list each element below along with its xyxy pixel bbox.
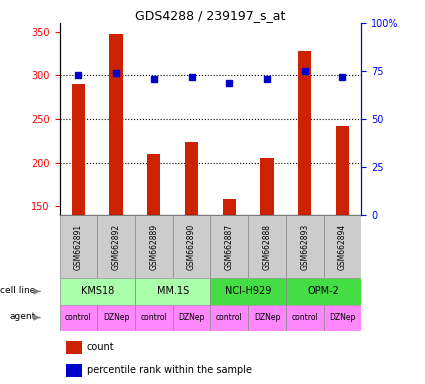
Text: DZNep: DZNep <box>103 313 129 322</box>
Bar <box>60 278 135 305</box>
Text: agent: agent <box>9 312 36 321</box>
Bar <box>97 215 135 278</box>
Bar <box>323 215 361 278</box>
Text: GSM662887: GSM662887 <box>225 223 234 270</box>
Text: MM.1S: MM.1S <box>156 286 189 296</box>
Bar <box>60 305 97 331</box>
Bar <box>173 215 210 278</box>
Bar <box>185 142 198 337</box>
Text: GSM662892: GSM662892 <box>112 223 121 270</box>
Text: OPM-2: OPM-2 <box>308 286 340 296</box>
Bar <box>147 154 160 337</box>
Title: GDS4288 / 239197_s_at: GDS4288 / 239197_s_at <box>135 9 286 22</box>
Bar <box>210 215 248 278</box>
Bar <box>110 35 123 337</box>
Text: GSM662891: GSM662891 <box>74 223 83 270</box>
Bar <box>173 305 210 331</box>
Bar <box>298 51 311 337</box>
Text: DZNep: DZNep <box>254 313 280 322</box>
Text: percentile rank within the sample: percentile rank within the sample <box>87 366 252 376</box>
Bar <box>60 215 97 278</box>
Text: cell line: cell line <box>0 286 36 295</box>
Text: GSM662888: GSM662888 <box>263 224 272 270</box>
Bar <box>248 215 286 278</box>
Bar <box>210 278 286 305</box>
Text: GSM662890: GSM662890 <box>187 223 196 270</box>
Bar <box>286 215 323 278</box>
Text: GSM662893: GSM662893 <box>300 223 309 270</box>
Bar <box>135 278 210 305</box>
Bar <box>210 305 248 331</box>
Text: control: control <box>216 313 243 322</box>
Text: DZNep: DZNep <box>329 313 356 322</box>
Bar <box>286 278 361 305</box>
Bar <box>135 305 173 331</box>
Text: count: count <box>87 343 114 353</box>
Text: control: control <box>140 313 167 322</box>
Text: KMS18: KMS18 <box>81 286 114 296</box>
Bar <box>72 84 85 337</box>
Bar <box>65 341 82 354</box>
Bar <box>286 305 323 331</box>
Bar <box>261 158 274 337</box>
Text: NCI-H929: NCI-H929 <box>225 286 271 296</box>
Bar <box>248 305 286 331</box>
Text: GSM662889: GSM662889 <box>149 223 158 270</box>
Text: control: control <box>65 313 92 322</box>
Text: DZNep: DZNep <box>178 313 205 322</box>
Bar <box>336 126 349 337</box>
Text: GSM662894: GSM662894 <box>338 223 347 270</box>
Bar <box>135 215 173 278</box>
Bar <box>97 305 135 331</box>
Bar <box>65 364 82 377</box>
Bar <box>223 199 236 337</box>
Bar <box>323 305 361 331</box>
Text: control: control <box>291 313 318 322</box>
